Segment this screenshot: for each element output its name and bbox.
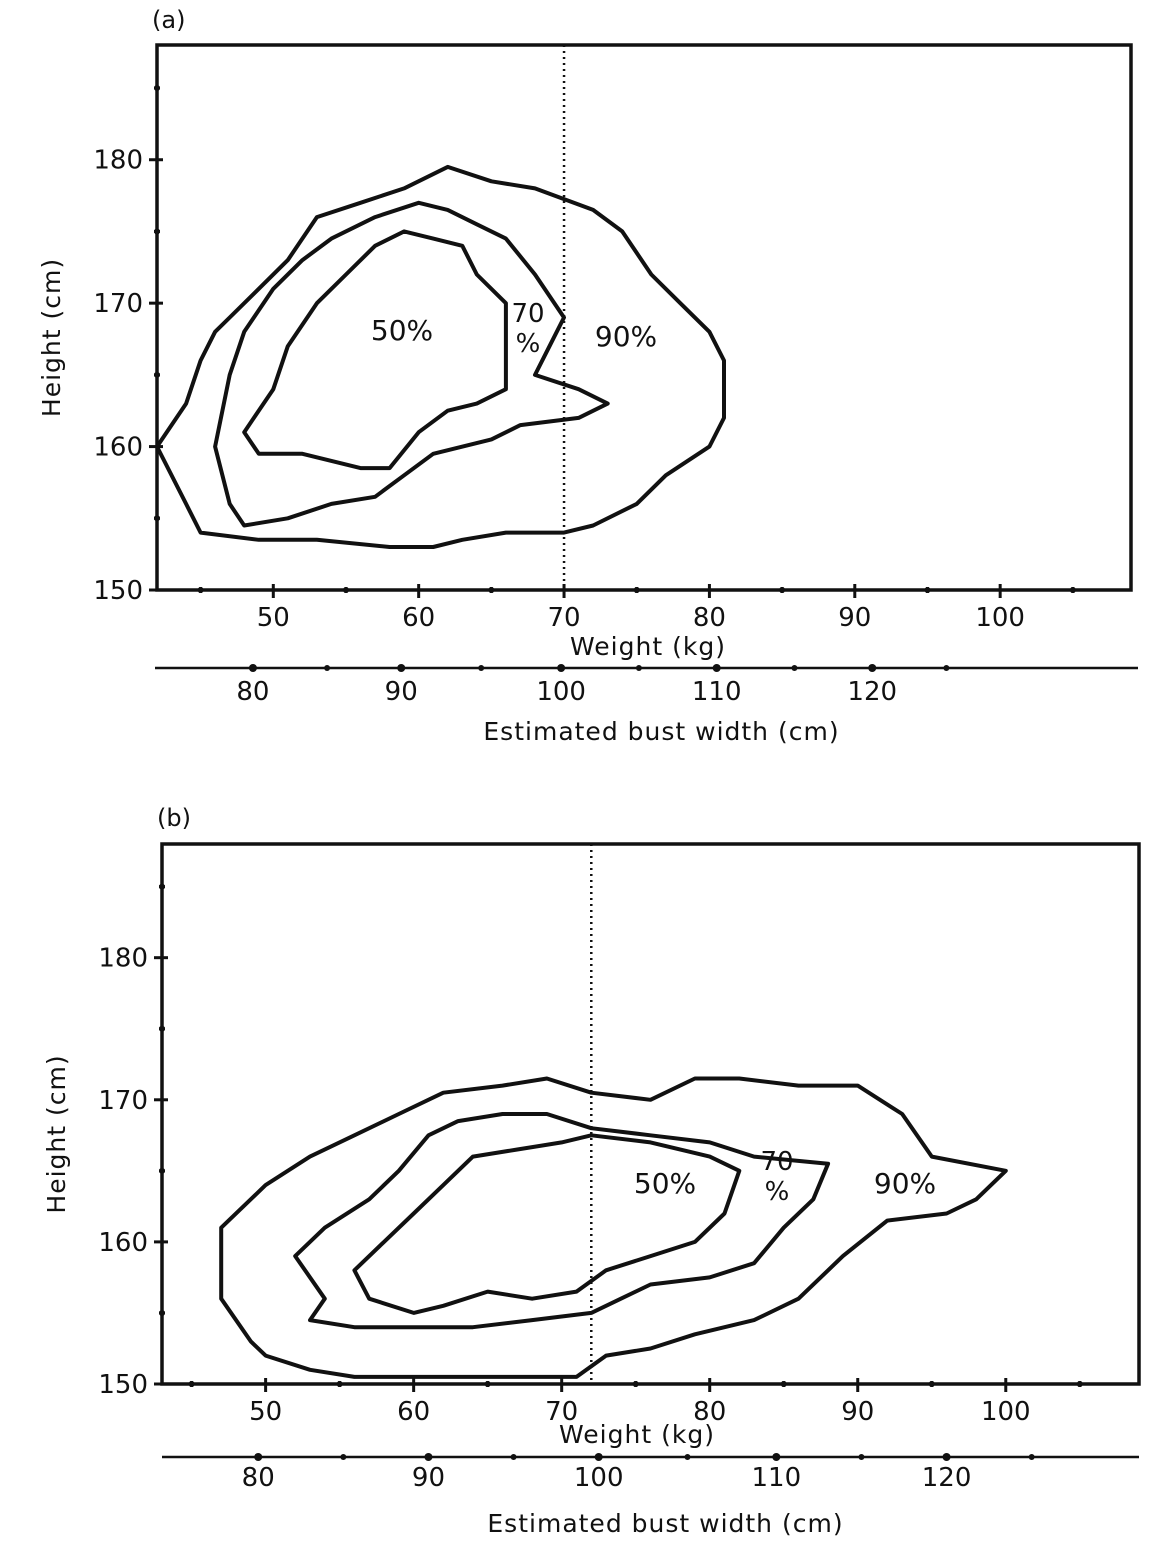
y-minor-dot [154,371,160,378]
contour-label-line2: % [516,329,541,359]
x-axis-title: Weight (kg) [570,632,726,661]
contour-label: 50% [371,314,433,347]
secondary-tick-label: 90 [385,677,418,707]
y-tick-label: 160 [98,1228,148,1258]
x-tick-label: 60 [402,603,435,633]
secondary-tick-label: 100 [574,1463,624,1493]
secondary-minor-tick [858,1454,865,1460]
secondary-tick-label: 80 [242,1463,275,1493]
secondary-minor-tick [340,1454,347,1460]
secondary-tick-label: 90 [412,1463,445,1493]
x-tick-label: 50 [257,603,290,633]
x-minor-dot [336,1381,343,1387]
contour-90pct [155,164,726,549]
secondary-axis-title: Estimated bust width (cm) [487,1509,843,1538]
y-axis-title: Height (cm) [37,258,66,417]
secondary-tick-label: 110 [692,677,742,707]
plot-frame [155,43,1133,592]
contour-label-line1: 70 [511,299,544,329]
secondary-tick [248,664,257,672]
contour-label: 90% [595,320,657,353]
secondary-tick [424,1453,433,1461]
secondary-minor-tick [943,665,950,671]
y-tick-label: 150 [93,576,143,606]
secondary-tick-label: 120 [922,1463,972,1493]
secondary-tick-label: 120 [847,677,897,707]
x-minor-dot [780,1381,787,1387]
secondary-tick [557,664,566,672]
secondary-tick [397,664,406,672]
secondary-axis-title: Estimated bust width (cm) [483,717,839,746]
secondary-tick [942,1453,951,1461]
secondary-tick [772,1453,781,1461]
y-minor-dot [159,1167,165,1174]
x-minor-dot [924,587,931,593]
panel-b: (b) 150 160 170 180 50 60 70 80 90 100 Weight (kg)… [42,804,1141,1538]
y-minor-dot [154,85,160,92]
panel-b-label: (b) [157,804,191,832]
x-axis-title: Weight (kg) [559,1420,715,1449]
x-tick-label: 100 [975,603,1025,633]
x-minor-dot [188,1381,195,1387]
secondary-tick-label: 80 [236,677,269,707]
contour-label-line2: % [765,1177,790,1207]
x-minor-dot [197,587,204,593]
contour-50pct [242,229,508,471]
y-minor-dot [159,883,165,890]
x-tick-label: 70 [547,603,580,633]
y-minor-dot [159,1309,165,1316]
x-minor-dot [928,1381,935,1387]
panel-a: (a) 150 160 170 180 50 60 70 80 90 100 Weight (kg)… [37,6,1138,746]
y-tick-label: 150 [98,1370,148,1400]
secondary-tick-label: 110 [752,1463,802,1493]
contour-label: 90% [874,1167,936,1200]
secondary-minor-tick [324,665,331,671]
panel-a-label: (a) [152,6,185,34]
y-tick-label: 180 [98,944,148,974]
y-minor-dot [154,228,160,235]
secondary-tick [712,664,721,672]
secondary-minor-tick [510,1454,517,1460]
contour-70pct [213,200,610,528]
y-minor-dot [154,515,160,522]
x-tick-label: 70 [545,1397,578,1427]
contour-label: 50% [634,1167,696,1200]
x-minor-dot [779,587,786,593]
secondary-tick [254,1453,263,1461]
x-minor-dot [633,587,640,593]
x-tick-label: 50 [249,1397,282,1427]
x-minor-dot [484,1381,491,1387]
x-tick-label: 90 [841,1397,874,1427]
secondary-minor-tick [478,665,485,671]
contour-label-line1: 70 [760,1147,793,1177]
secondary-tick [594,1453,603,1461]
y-tick-label: 180 [93,146,143,176]
x-tick-label: 100 [981,1397,1031,1427]
x-minor-dot [488,587,495,593]
contour-70pct [293,1112,831,1330]
x-tick-label: 90 [838,603,871,633]
x-tick-label: 80 [693,603,726,633]
secondary-minor-tick [635,665,642,671]
secondary-tick [868,664,877,672]
y-tick-label: 170 [93,289,143,319]
plot-frame [160,842,1141,1386]
x-minor-dot [1069,587,1076,593]
secondary-minor-tick [684,1454,691,1460]
x-tick-label: 80 [693,1397,726,1427]
y-tick-label: 160 [93,433,143,463]
secondary-minor-tick [791,665,798,671]
contour-90pct [219,1076,1008,1379]
x-minor-dot [1076,1381,1083,1387]
y-minor-dot [159,1025,165,1032]
x-tick-label: 60 [397,1397,430,1427]
y-tick-label: 170 [98,1086,148,1116]
x-minor-dot [342,587,349,593]
secondary-minor-tick [1028,1454,1035,1460]
secondary-tick-label: 100 [536,677,586,707]
x-minor-dot [632,1381,639,1387]
y-axis-title: Height (cm) [42,1054,71,1213]
contour-50pct [352,1133,742,1315]
